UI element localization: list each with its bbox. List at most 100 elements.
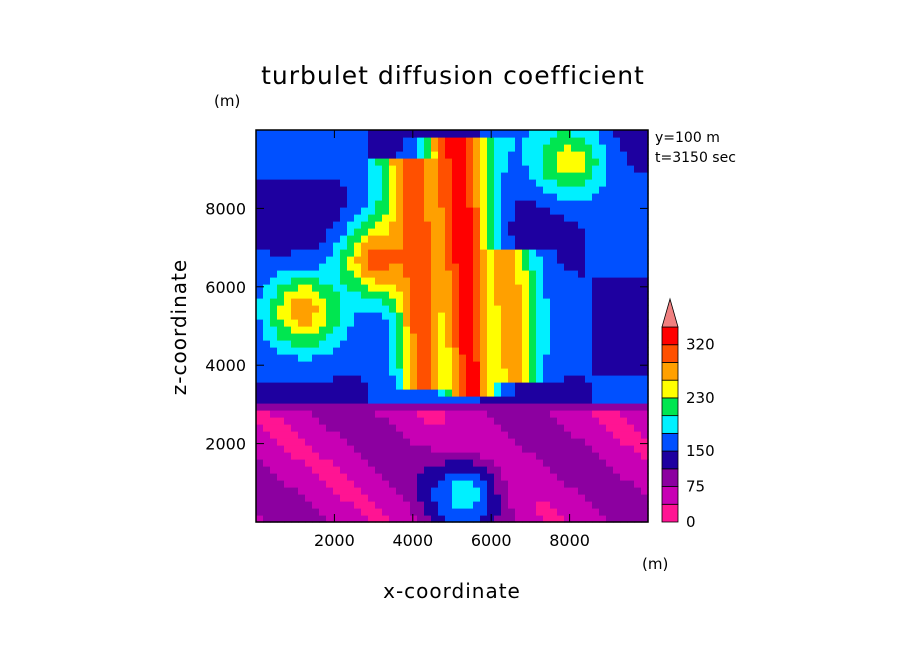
heatmap-cell <box>599 151 607 159</box>
heatmap-cell <box>361 445 369 453</box>
heatmap-cell <box>333 277 341 285</box>
heatmap-cell <box>263 347 271 355</box>
heatmap-cell <box>277 249 285 257</box>
heatmap-cell <box>312 235 320 243</box>
heatmap-cell <box>263 494 271 502</box>
heatmap-cell <box>270 515 278 523</box>
heatmap-cell <box>494 214 502 222</box>
heatmap-cell <box>298 291 306 299</box>
heatmap-cell <box>564 480 572 488</box>
heatmap-cell <box>354 487 362 495</box>
heatmap-cell <box>431 291 439 299</box>
heatmap-cell <box>389 158 397 166</box>
heatmap-cell <box>578 242 586 250</box>
heatmap-cell <box>417 354 425 362</box>
heatmap-cell <box>396 487 404 495</box>
heatmap-cell <box>403 242 411 250</box>
heatmap-cell <box>529 200 537 208</box>
heatmap-cell <box>375 291 383 299</box>
heatmap-cell <box>424 256 432 264</box>
heatmap-cell <box>445 284 453 292</box>
heatmap-cell <box>438 515 446 523</box>
heatmap-cell <box>585 361 593 369</box>
heatmap-cell <box>536 228 544 236</box>
heatmap-cell <box>382 228 390 236</box>
heatmap-cell <box>284 207 292 215</box>
heatmap-cell <box>459 417 467 425</box>
heatmap-cell <box>410 347 418 355</box>
heatmap-cell <box>599 172 607 180</box>
heatmap-cell <box>305 263 313 271</box>
heatmap-cell <box>347 326 355 334</box>
heatmap-cell <box>263 466 271 474</box>
heatmap-cell <box>291 445 299 453</box>
heatmap-cell <box>389 340 397 348</box>
heatmap-cell <box>389 333 397 341</box>
heatmap-cell <box>403 165 411 173</box>
heatmap-cell <box>389 193 397 201</box>
heatmap-cell <box>634 326 642 334</box>
heatmap-cell <box>326 312 334 320</box>
heatmap-cell <box>466 424 474 432</box>
heatmap-cell <box>312 431 320 439</box>
heatmap-cell <box>494 235 502 243</box>
heatmap-cell <box>431 172 439 180</box>
heatmap-cell <box>494 291 502 299</box>
heatmap-cell <box>599 438 607 446</box>
heatmap-cell <box>543 298 551 306</box>
heatmap-cell <box>515 326 523 334</box>
heatmap-cell <box>634 158 642 166</box>
heatmap-cell <box>550 284 558 292</box>
heatmap-cell <box>627 312 635 320</box>
heatmap-cell <box>284 242 292 250</box>
heatmap-cell <box>270 389 278 397</box>
heatmap-cell <box>263 200 271 208</box>
heatmap-cell <box>578 214 586 222</box>
heatmap-cell <box>550 277 558 285</box>
heatmap-cell <box>305 515 313 523</box>
heatmap-cell <box>501 354 509 362</box>
heatmap-cell <box>326 235 334 243</box>
heatmap-cell <box>564 403 572 411</box>
heatmap-cell <box>641 445 649 453</box>
heatmap-cell <box>403 193 411 201</box>
heatmap-cell <box>256 431 264 439</box>
heatmap-cell <box>256 417 264 425</box>
heatmap-cell <box>389 165 397 173</box>
heatmap-cell <box>550 417 558 425</box>
heatmap-cell <box>305 193 313 201</box>
heatmap-cell <box>508 445 516 453</box>
heatmap-cell <box>256 312 264 320</box>
heatmap-cell <box>501 340 509 348</box>
heatmap-cell <box>473 242 481 250</box>
heatmap-cell <box>340 186 348 194</box>
heatmap-cell <box>312 249 320 257</box>
heatmap-cell <box>389 137 397 145</box>
heatmap-cell <box>501 200 509 208</box>
heatmap-cell <box>606 277 614 285</box>
heatmap-cell <box>410 452 418 460</box>
heatmap-cell <box>599 200 607 208</box>
heatmap-cell <box>466 473 474 481</box>
heatmap-cell <box>354 200 362 208</box>
heatmap-cell <box>494 179 502 187</box>
heatmap-cell <box>452 508 460 516</box>
heatmap-cell <box>522 284 530 292</box>
heatmap-cell <box>620 473 628 481</box>
heatmap-cell <box>508 130 516 138</box>
heatmap-cell <box>578 312 586 320</box>
heatmap-cell <box>382 431 390 439</box>
heatmap-cell <box>592 151 600 159</box>
heatmap-cell <box>606 312 614 320</box>
heatmap-cell <box>396 333 404 341</box>
heatmap-cell <box>382 319 390 327</box>
heatmap-cell <box>578 452 586 460</box>
heatmap-cell <box>368 410 376 418</box>
heatmap-cell <box>445 172 453 180</box>
heatmap-cell <box>641 487 649 495</box>
heatmap-cell <box>571 340 579 348</box>
heatmap-cell <box>620 445 628 453</box>
heatmap-cell <box>284 319 292 327</box>
heatmap-cell <box>641 298 649 306</box>
heatmap-cell <box>480 214 488 222</box>
